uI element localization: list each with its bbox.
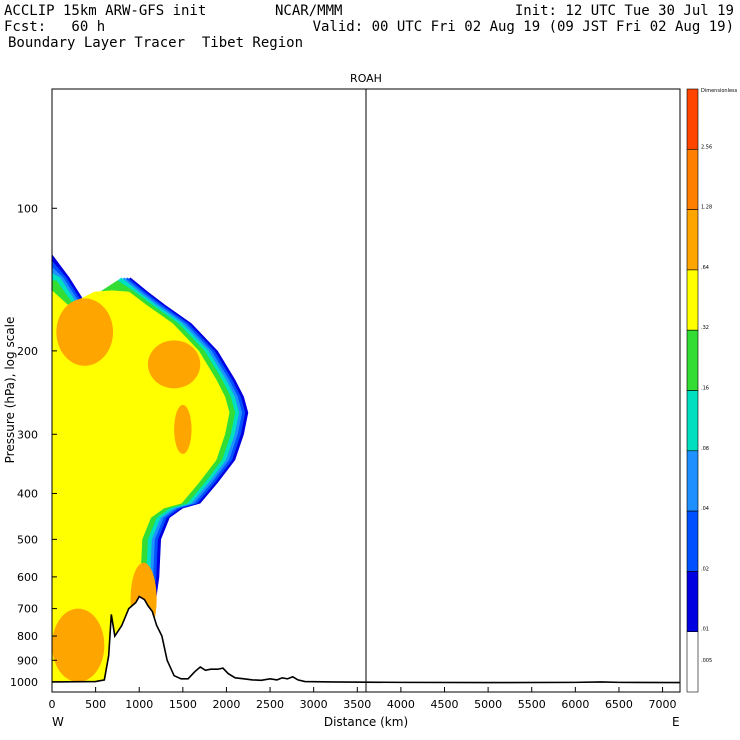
x-end-left-label: W [52,715,64,729]
header-center-line1: NCAR/MMM [275,3,343,19]
colorbar-label: .16 [701,386,709,392]
colorbar-label: 1.28 [701,205,712,211]
y-tick-label: 900 [17,654,38,667]
x-tick-label: 500 [85,698,106,711]
colorbar-label: Dimensionless [701,88,738,94]
x-tick-label: 0 [49,698,56,711]
plume-band-5 [52,290,230,692]
plume-core-2 [174,404,192,454]
header-left-line3: Boundary Layer Tracer Tibet Region [8,35,304,51]
colorbar-swatch [686,329,699,391]
colorbar-label: .02 [701,566,709,572]
y-tick-label: 400 [17,487,38,500]
y-axis-title: Pressure (hPa), log scale [3,317,17,464]
y-axis: 100 200 300 400 500 600 700 800 900 1000 [10,202,57,689]
colorbar-label: 2.56 [701,144,712,150]
plume-core-1 [147,340,201,389]
y-tick-label: 100 [17,202,38,215]
x-axis: 0 500 1000 1500 2000 2500 3000 3500 4000 4500 5000… [49,687,677,711]
x-tick-label: 4000 [387,698,415,711]
colorbar-label: .04 [701,506,709,512]
colorbar-label: .01 [701,627,709,633]
x-tick-label: 3500 [343,698,371,711]
x-tick-label: 4500 [431,698,459,711]
x-tick-label: 2500 [256,698,284,711]
x-axis-title: Distance (km) [324,715,408,729]
colorbar-swatch [686,269,699,331]
plume-core-0 [56,298,114,366]
x-tick-label: 6500 [605,698,633,711]
x-tick-label: 5000 [474,698,502,711]
x-tick-label: 3000 [300,698,328,711]
header-left-line2: Fcst: 60 h [4,19,106,35]
x-tick-label: 2000 [212,698,240,711]
y-tick-label: 1000 [10,676,38,689]
y-tick-label: 500 [17,533,38,546]
plume-core-3 [52,608,105,682]
x-tick-label: 1500 [169,698,197,711]
x-tick-label: 7000 [649,698,677,711]
colorbar-swatch [686,631,699,693]
header-right-line1: Init: 12 UTC Tue 30 Jul 19 [514,3,734,19]
colorbar-label: .64 [701,265,709,271]
x-end-right-label: E [672,715,680,729]
colorbar-label: .005 [701,658,712,664]
colorbar-swatch [686,390,699,452]
plot-frame [51,88,681,693]
colorbar-swatch [686,450,699,512]
x-tick-label: 1000 [125,698,153,711]
colorbar-label: .08 [701,446,709,452]
header-right-line2: Valid: 00 UTC Fri 02 Aug 19 (09 JST Fri … [312,19,734,35]
y-tick-label: 600 [17,571,38,584]
colorbar-label: .32 [701,325,709,331]
colorbar: Dimensionless 2.56 1.28 .64 .32 .16 .08 .04 .02.… [686,88,738,693]
colorbar-swatch [686,571,699,633]
terrain-line [51,595,681,684]
y-tick-label: 300 [17,428,38,441]
y-tick-label: 700 [17,603,38,616]
colorbar-swatch [686,510,699,572]
y-tick-label: 800 [17,630,38,643]
x-tick-label: 6000 [561,698,589,711]
x-tick-label: 5500 [518,698,546,711]
plot-area [52,254,680,692]
colorbar-swatch [686,149,699,210]
colorbar-swatch [686,209,699,271]
y-tick-label: 200 [17,345,38,358]
chart-title: ROAH [350,72,382,85]
colorbar-swatch [686,88,699,150]
header-left-line1: ACCLIP 15km ARW-GFS init [4,3,207,19]
